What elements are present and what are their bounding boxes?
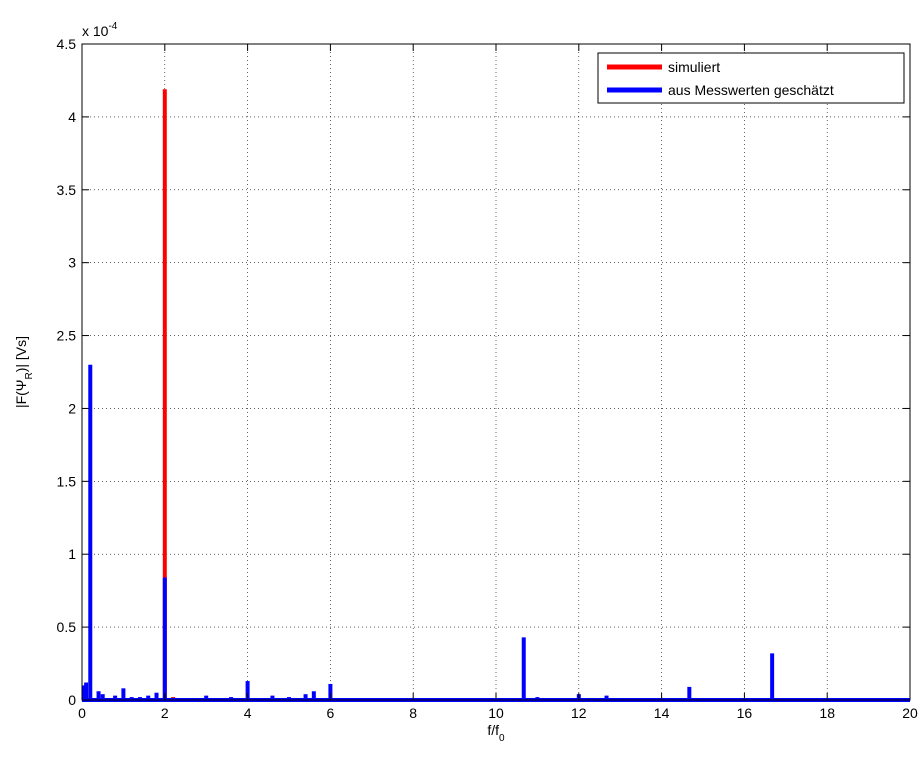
y-tick-label: 2: [68, 400, 76, 416]
y-axis-label-post: )| [Vs]: [13, 336, 29, 372]
x-tick-label: 20: [902, 705, 918, 721]
x-tick-label: 10: [488, 705, 504, 721]
x-tick-label: 12: [571, 705, 587, 721]
x-axis-label-subscript: 0: [499, 733, 505, 744]
legend-box: [597, 52, 905, 104]
y-axis-label: |F(ΨR)| [Vs]: [13, 336, 35, 408]
y-tick-label: 1.5: [57, 473, 77, 489]
x-tick-label: 16: [737, 705, 753, 721]
y-tick-label: 0.5: [57, 619, 77, 635]
y-tick-label: 4.5: [57, 36, 77, 52]
y-tick-label: 3.5: [57, 182, 77, 198]
legend-label-simuliert: simuliert: [668, 59, 720, 75]
y-axis-label-subscript: R: [24, 372, 35, 379]
ticks: [81, 43, 911, 701]
x-tick-label: 14: [654, 705, 670, 721]
x-tick-label: 6: [327, 705, 335, 721]
x-tick-label: 2: [161, 705, 169, 721]
tick-labels: 0 2 4 6 8 10 12 14 16 18 20 0 0.5 1 1.5 2 2.5 3 3.5 4 4.5: [57, 36, 918, 721]
y-multiplier-base: x 10: [82, 23, 109, 39]
x-axis-label: f/f0: [487, 722, 505, 744]
y-tick-label: 3: [68, 255, 76, 271]
x-axis-label-main: f/f: [487, 722, 499, 738]
x-tick-label: 0: [78, 705, 86, 721]
y-axis-label-pre: |F(Ψ: [13, 380, 29, 409]
x-tick-label: 18: [819, 705, 835, 721]
y-multiplier-exponent: -4: [108, 21, 117, 32]
x-tick-label: 4: [244, 705, 252, 721]
y-tick-label: 1: [68, 546, 76, 562]
y-tick-label: 2.5: [57, 328, 77, 344]
x-tick-label: 8: [409, 705, 417, 721]
legend-label-aus-messwerten: aus Messwerten geschätzt: [668, 82, 834, 98]
legend: simuliert aus Messwerten geschätzt: [597, 52, 905, 104]
y-multiplier: x 10-4: [82, 21, 118, 39]
y-tick-label: 0: [68, 692, 76, 708]
y-tick-label: 4: [68, 109, 76, 125]
